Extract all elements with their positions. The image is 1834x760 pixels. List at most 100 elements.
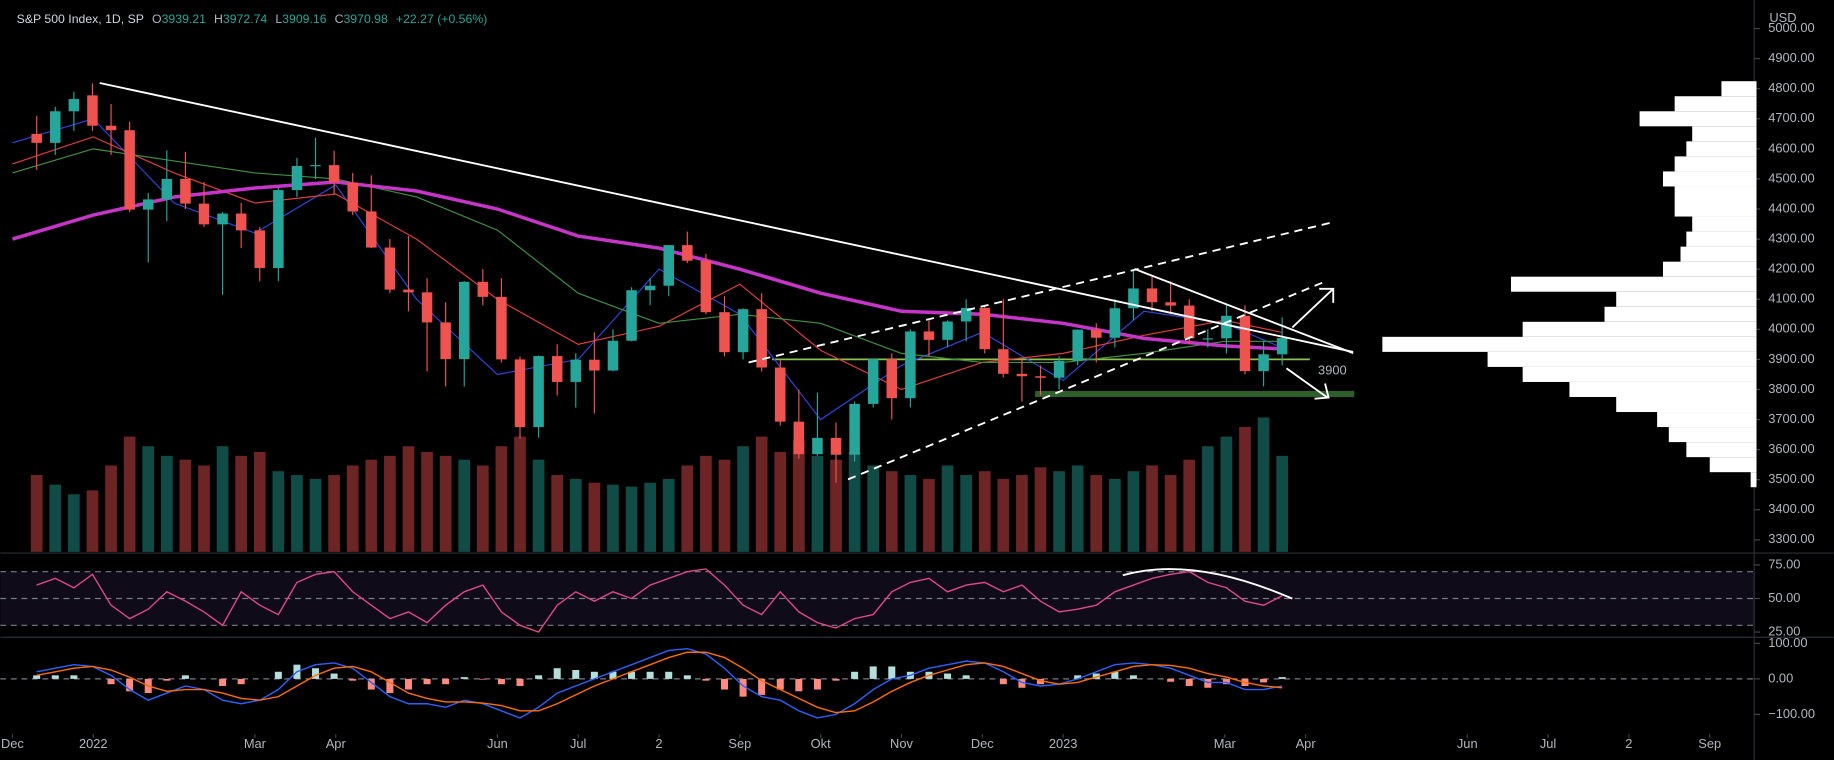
arrow-head: [1314, 383, 1330, 400]
macd-histogram: [590, 671, 598, 679]
volume-bar: [1053, 471, 1065, 552]
macd-histogram: [665, 671, 673, 679]
volume-profile-bar: [1657, 412, 1757, 428]
macd-histogram: [1074, 675, 1082, 679]
volume-bar: [1164, 475, 1177, 552]
volume-bar: [718, 459, 731, 552]
candle-body: [124, 130, 135, 210]
macd-histogram: [535, 675, 543, 679]
moving-average: [12, 118, 1282, 421]
candle-body: [756, 309, 767, 368]
macd-histogram: [1278, 677, 1286, 679]
macd-histogram: [1129, 675, 1137, 679]
candle-body: [793, 421, 805, 455]
x-tick-label: Jul: [570, 736, 586, 751]
volume-bar: [1109, 478, 1121, 552]
macd-histogram: [702, 678, 710, 681]
volume-bar: [421, 451, 433, 552]
volume-bar: [1034, 467, 1047, 552]
macd-histogram: [367, 678, 375, 690]
volume-profile-bar: [1692, 126, 1757, 142]
macd-histogram: [944, 673, 952, 679]
trend-line: [99, 82, 1354, 353]
volume-bar: [923, 478, 935, 552]
candle-body: [310, 165, 321, 167]
macd-histogram: [1111, 671, 1119, 679]
macd-histogram: [1092, 673, 1100, 679]
candle-body: [254, 230, 266, 268]
candle-body: [867, 359, 879, 404]
x-tick-label: Jun: [1457, 736, 1478, 751]
channel-line: [748, 221, 1334, 364]
candle-body: [105, 125, 117, 131]
candle-body: [180, 178, 191, 204]
macd-histogram: [999, 678, 1007, 685]
volume-bar: [1201, 446, 1214, 552]
candle-body: [477, 281, 489, 297]
y-tick-label: 5000.00: [1768, 20, 1814, 35]
macd-histogram: [70, 675, 78, 679]
volume-bar: [272, 471, 285, 552]
volume-bar: [458, 459, 471, 552]
x-tick-label: Sep: [728, 736, 751, 751]
macd-histogram: [646, 671, 654, 679]
candle-body: [347, 182, 358, 212]
candle-body: [161, 178, 173, 200]
arrow-head: [1319, 287, 1335, 303]
volume-bar: [1090, 475, 1103, 552]
candle-body: [1128, 288, 1139, 309]
x-tick-label: 2022: [79, 736, 108, 751]
drawings: [99, 82, 1354, 600]
volume-profile-bar: [1616, 291, 1757, 307]
candle-body: [570, 359, 582, 382]
volume-bar: [179, 459, 192, 552]
x-tick-label: Jun: [487, 736, 508, 751]
macd-histogram: [107, 678, 115, 685]
macd-histogram: [628, 671, 636, 679]
volume-bar: [681, 465, 694, 552]
candle-body: [998, 349, 1009, 374]
volume-bar: [123, 436, 136, 552]
volume-profile-bar: [1616, 396, 1757, 413]
candle-body: [142, 199, 154, 210]
candle-body: [626, 290, 637, 341]
macd-histogram: [163, 678, 171, 681]
trend-line: [1134, 268, 1354, 354]
macd-histogram: [386, 678, 394, 694]
macd-histogram: [126, 678, 134, 692]
candle-body: [1276, 338, 1288, 355]
volume-bar: [848, 451, 861, 552]
volume-bar: [495, 446, 508, 552]
volume-bar: [105, 465, 117, 552]
x-tick-label: Mar: [1214, 736, 1237, 751]
candle-body: [273, 190, 284, 268]
candle-body: [551, 356, 563, 382]
volume-bar: [1071, 465, 1084, 552]
y-tick-label: 3500.00: [1768, 471, 1814, 486]
macd-histogram: [442, 678, 450, 685]
volume-bar: [625, 486, 638, 552]
candle-body: [830, 437, 842, 455]
volume-profile-bar: [1662, 171, 1757, 187]
volume-bar: [476, 465, 489, 552]
macd-histogram: [758, 678, 766, 695]
volume-bar: [291, 475, 303, 552]
volume-profile-bar: [1382, 336, 1757, 352]
volume-bar: [867, 465, 880, 552]
macd-histogram: [1204, 678, 1212, 688]
volume-bar: [997, 478, 1010, 552]
ohlc-label: H: [214, 12, 223, 26]
volume-profile-bar: [1692, 216, 1757, 232]
x-tick-label: Dec: [971, 736, 994, 751]
macd-histogram: [795, 678, 803, 692]
candle-body: [1183, 305, 1195, 339]
volume-bar: [960, 475, 972, 552]
macd-histogram: [1036, 678, 1045, 685]
candle-body: [235, 213, 247, 231]
volume-profile-bar: [1721, 81, 1757, 97]
volume-profile-bar: [1674, 201, 1757, 217]
macd-histogram: [888, 666, 896, 679]
candle-body: [682, 245, 693, 261]
